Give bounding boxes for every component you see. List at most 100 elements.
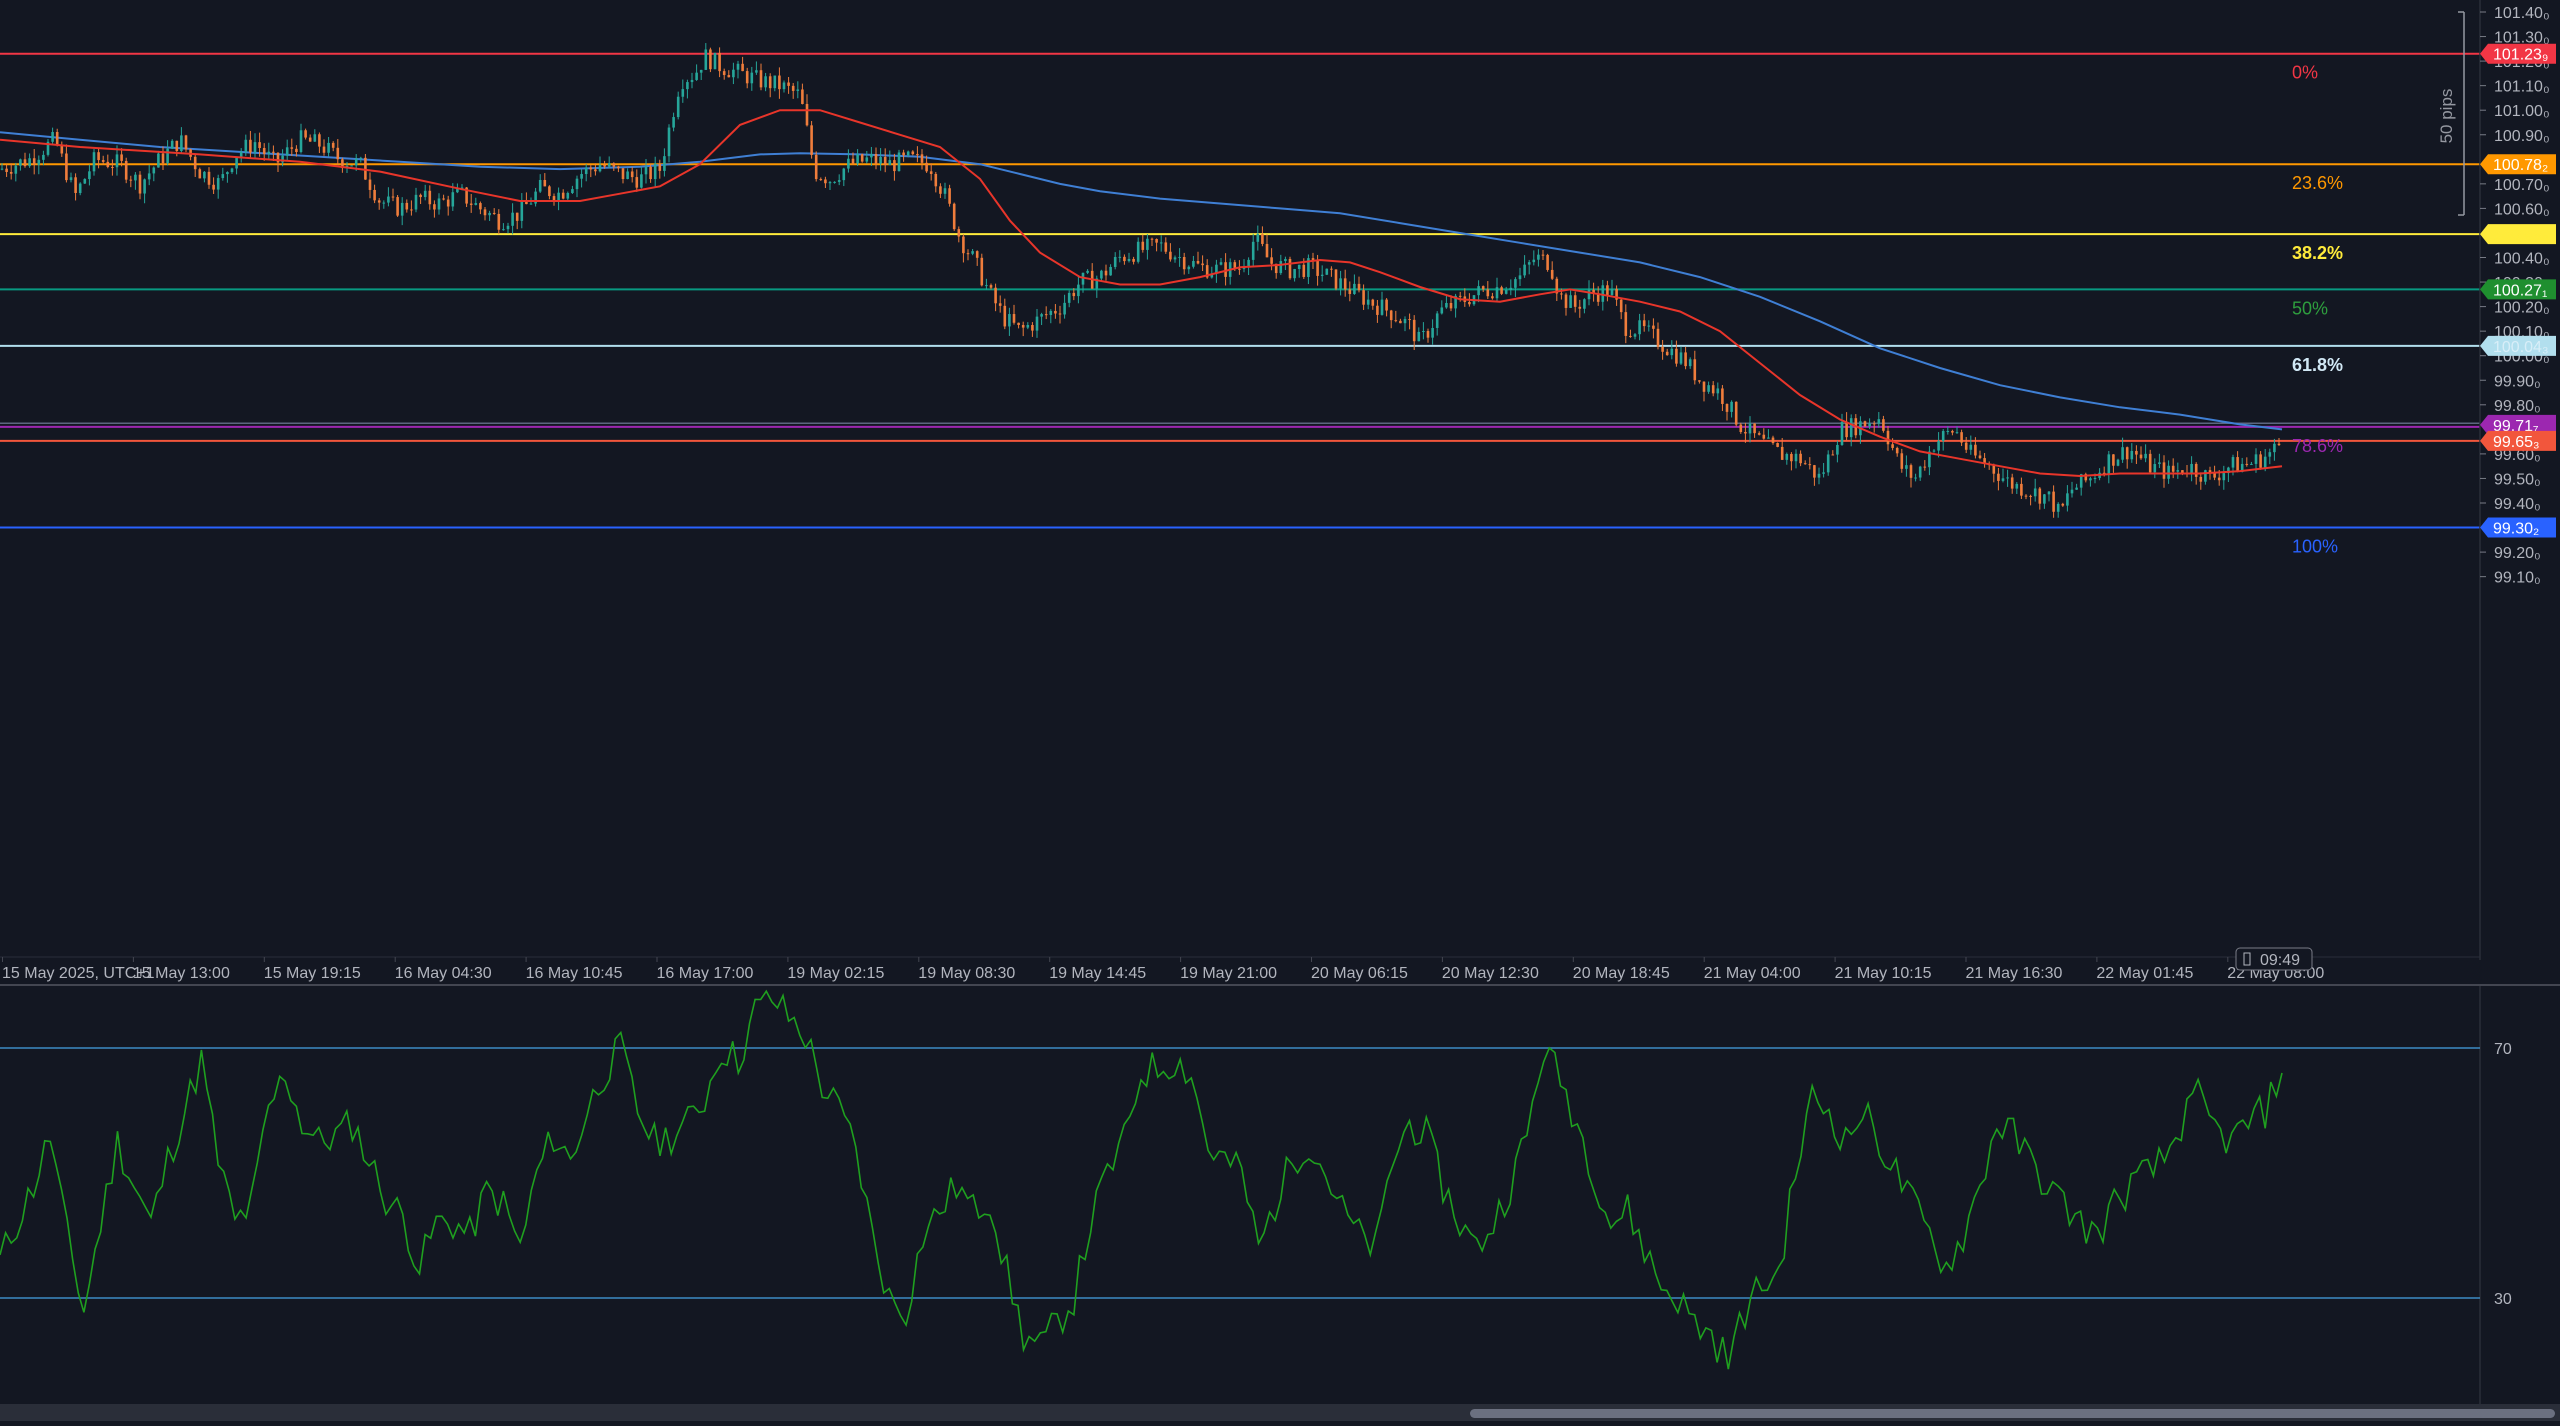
candle-body-up xyxy=(1320,274,1324,276)
candle-body-up xyxy=(230,168,234,173)
candle-body-down xyxy=(1882,419,1885,431)
candle-body-down xyxy=(175,140,179,152)
candle-body-down xyxy=(331,142,335,148)
candle-body-up xyxy=(2144,453,2147,459)
candle-body-down xyxy=(1964,442,1968,450)
candle-body-down xyxy=(957,229,961,237)
candle-body-up xyxy=(833,181,836,183)
candle-body-up xyxy=(1081,272,1085,285)
candle-body-up xyxy=(1366,299,1370,305)
candle-body-up xyxy=(828,182,832,184)
candle-body-down xyxy=(428,190,432,205)
candle-body-up xyxy=(143,179,146,194)
candle-body-down xyxy=(1555,278,1559,294)
candle-body-up xyxy=(1067,292,1071,303)
slow-moving-average-line xyxy=(0,131,2283,431)
candle-body-up xyxy=(1325,268,1329,275)
candle-body-down xyxy=(65,153,68,181)
candle-body-up xyxy=(1523,264,1526,276)
candle-body-down xyxy=(1371,299,1375,306)
candle-body-down xyxy=(1458,295,1462,297)
candle-body-down xyxy=(2162,462,2166,479)
candle-body-down xyxy=(1909,465,1913,478)
candle-body-down xyxy=(1872,423,1876,425)
candle-body-down xyxy=(649,166,652,180)
price-tag xyxy=(2480,430,2556,451)
candle-body-up xyxy=(842,168,846,181)
candle-body-down xyxy=(1500,287,1503,294)
candle-body-up xyxy=(1077,284,1080,297)
candle-body-up xyxy=(773,75,777,89)
candle-body-down xyxy=(2213,473,2216,478)
fib-level-label: 0% xyxy=(2292,63,2318,83)
candle-body-down xyxy=(2245,463,2249,465)
candle-body-up xyxy=(663,156,666,171)
candle-body-up xyxy=(354,158,358,166)
y-tick-label: 99.10₀ xyxy=(2494,570,2541,587)
candle-body-down xyxy=(893,160,896,172)
candle-body-up xyxy=(943,188,947,194)
candle-body-down xyxy=(193,156,197,170)
candle-body-up xyxy=(2254,454,2258,464)
candle-body-up xyxy=(166,148,169,164)
candle-body-up xyxy=(244,139,248,152)
candle-body-down xyxy=(368,179,372,190)
candle-body-up xyxy=(1532,259,1536,263)
candle-body-up xyxy=(736,63,740,70)
candle-body-up xyxy=(2231,457,2235,468)
candle-body-down xyxy=(1017,322,1020,326)
candle-body-down xyxy=(1486,289,1490,297)
candle-body-down xyxy=(939,186,942,194)
candle-body-down xyxy=(295,148,298,152)
candle-body-up xyxy=(1918,466,1922,478)
candle-body-down xyxy=(1394,320,1398,322)
candle-body-up xyxy=(1868,423,1871,427)
y-tick-label: 100.40₀ xyxy=(2494,251,2550,268)
candle-body-down xyxy=(621,168,625,180)
candle-body-up xyxy=(1504,290,1508,294)
candle-body-up xyxy=(1307,258,1310,277)
candle-body-up xyxy=(147,173,151,180)
candle-body-down xyxy=(1721,388,1724,404)
x-tick-label: 15 May 13:00 xyxy=(133,965,230,982)
candle-body-down xyxy=(1642,320,1646,327)
candle-body-down xyxy=(1684,352,1687,367)
candle-body-down xyxy=(479,203,482,210)
candle-body-up xyxy=(359,157,363,159)
candle-body-down xyxy=(1058,313,1062,315)
candle-body-down xyxy=(1891,444,1894,448)
candle-body-down xyxy=(442,198,445,200)
candle-body-up xyxy=(520,201,524,221)
candle-body-up xyxy=(1937,440,1940,451)
candle-body-up xyxy=(847,158,850,169)
candle-body-up xyxy=(1928,451,1931,468)
candle-body-down xyxy=(1541,254,1545,256)
candle-body-down xyxy=(111,166,114,168)
candle-body-down xyxy=(483,209,487,216)
candle-body-down xyxy=(1150,238,1154,240)
candle-body-up xyxy=(607,163,611,167)
candle-body-up xyxy=(180,135,183,152)
candle-body-down xyxy=(916,154,919,156)
candle-body-down xyxy=(515,212,519,221)
fib-level-label: 50% xyxy=(2292,298,2328,318)
candle-body-up xyxy=(626,171,629,180)
candle-body-down xyxy=(138,174,142,194)
candle-body-down xyxy=(1491,296,1494,299)
candle-body-down xyxy=(2038,488,2042,504)
candle-body-down xyxy=(74,177,77,193)
candle-body-down xyxy=(819,179,823,181)
candle-body-down xyxy=(2020,483,2023,496)
horizontal-scrollbar-thumb[interactable] xyxy=(1470,1409,2555,1418)
candle-body-down xyxy=(1753,423,1756,434)
candle-body-down xyxy=(2052,491,2055,512)
candle-body-up xyxy=(538,179,542,192)
candle-body-up xyxy=(1730,401,1733,412)
candle-body-up xyxy=(584,167,588,175)
price-tag-label: 101.23₉ xyxy=(2493,47,2548,64)
candle-body-up xyxy=(1118,256,1122,258)
candle-body-down xyxy=(469,203,473,205)
y-tick-label: 99.40₀ xyxy=(2494,496,2541,513)
candle-body-down xyxy=(1449,302,1453,309)
